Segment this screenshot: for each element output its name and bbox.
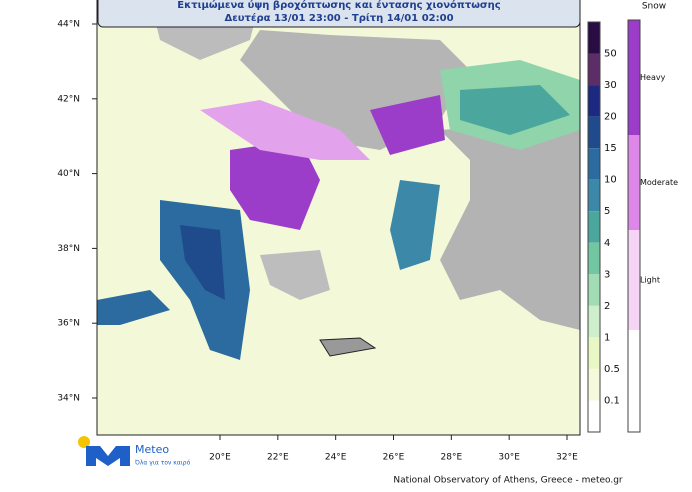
lat-label: 38°N — [57, 244, 80, 254]
colorbar-frame — [587, 21, 601, 433]
snow-segment — [628, 135, 640, 230]
snow-segment — [628, 330, 640, 432]
lon-label: 24°E — [325, 453, 347, 463]
snow-label: Moderate — [640, 178, 678, 187]
subtitle: Δευτέρα 13/01 23:00 - Τρίτη 14/01 02:00 — [224, 12, 453, 24]
colorbar-segment — [588, 148, 600, 180]
land-dry — [260, 250, 330, 300]
colorbar-segment — [588, 305, 600, 338]
colorbar-label: 30 — [604, 80, 617, 91]
snow-frame — [627, 19, 641, 433]
snow-title: Snow — [642, 2, 666, 12]
snow-segment — [628, 20, 640, 135]
colorbar-segment — [588, 400, 600, 432]
logo-name: Meteo — [135, 443, 169, 456]
snow-label: Light — [640, 276, 660, 285]
map-frame — [96, 0, 581, 436]
logo-mark — [86, 446, 130, 466]
lat-label: 34°N — [57, 394, 80, 404]
lat-label: 36°N — [57, 319, 80, 329]
lon-label: 32°E — [556, 453, 578, 463]
snow-segment — [628, 230, 640, 330]
colorbar-segment — [588, 53, 600, 86]
colorbar-label: 0.1 — [604, 395, 620, 406]
colorbar-label: 15 — [604, 143, 617, 154]
colorbar-segment — [588, 116, 600, 149]
colorbar-segment — [588, 22, 600, 54]
lon-label: 26°E — [383, 453, 405, 463]
colorbar-segment — [588, 337, 600, 369]
lon-label: 20°E — [209, 453, 231, 463]
colorbar-segment — [588, 85, 600, 117]
colorbar-segment — [588, 211, 600, 243]
colorbar-label: 5 — [604, 206, 610, 217]
colorbar-label: 4 — [604, 238, 610, 249]
colorbar-label: 0.5 — [604, 364, 620, 375]
title: Εκτιμώμενα ύψη βροχόπτωσης και έντασης χ… — [177, 0, 501, 11]
rain-area — [180, 225, 225, 300]
logo: Meteo Όλα για τον καιρό — [78, 436, 191, 467]
land-dry — [440, 120, 580, 330]
colorbar-label: 50 — [604, 49, 617, 60]
colorbar-segment — [588, 274, 600, 306]
title-box — [97, 0, 581, 28]
lon-label: 30°E — [498, 453, 520, 463]
colorbar-label: 3 — [604, 269, 610, 280]
lon-label: 22°E — [267, 453, 289, 463]
map — [96, 0, 581, 436]
colorbar-label: 10 — [604, 175, 617, 186]
logo-tagline: Όλα για τον καιρό — [134, 460, 191, 467]
snow-area — [230, 140, 320, 230]
colorbar-segment — [588, 179, 600, 212]
snow-area — [200, 100, 370, 160]
lon-label: 28°E — [441, 453, 463, 463]
snow-area — [370, 95, 445, 155]
rain-area — [97, 290, 170, 325]
lat-label: 44°N — [57, 20, 80, 30]
footer: National Observatory of Athens, Greece -… — [393, 476, 623, 486]
rain-area — [390, 180, 440, 270]
colorbar-label: 1 — [604, 332, 610, 343]
snow-label: Heavy — [640, 73, 666, 82]
colorbar-label: 2 — [604, 301, 610, 312]
crete — [319, 337, 377, 357]
colorbar-segment — [588, 242, 600, 275]
colorbar-segment — [588, 368, 600, 401]
colorbar-label: 20 — [604, 112, 617, 123]
lat-label: 40°N — [57, 169, 80, 179]
logo-sun — [78, 436, 90, 448]
lat-label: 42°N — [57, 94, 80, 104]
rain-area — [460, 85, 570, 135]
